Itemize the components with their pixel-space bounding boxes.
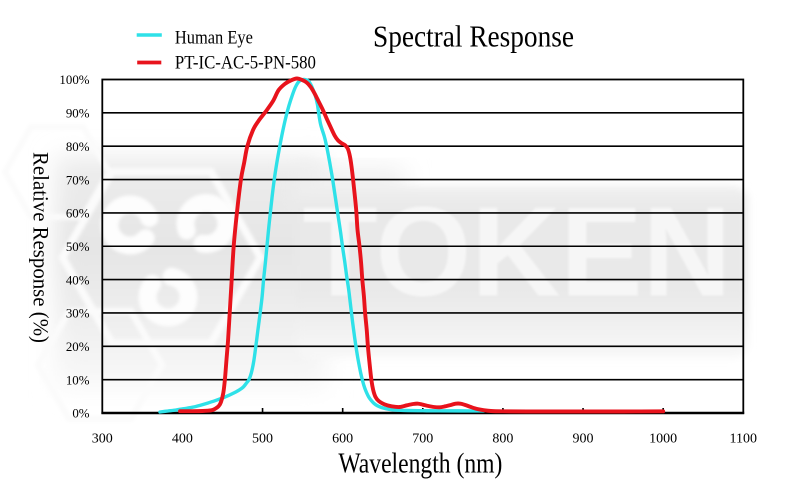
svg-text:1100: 1100 — [730, 432, 757, 447]
svg-text:Spectral Response: Spectral Response — [373, 19, 574, 54]
svg-text:300: 300 — [92, 432, 113, 447]
svg-text:100%: 100% — [59, 73, 89, 87]
svg-text:Relative Response (%): Relative Response (%) — [29, 152, 54, 343]
svg-text:10%: 10% — [66, 373, 90, 387]
svg-text:80%: 80% — [66, 140, 90, 154]
svg-text:TOKEN: TOKEN — [303, 181, 732, 323]
svg-text:20%: 20% — [66, 340, 90, 354]
svg-text:Wavelength (nm): Wavelength (nm) — [338, 449, 502, 480]
svg-text:1000: 1000 — [649, 432, 677, 447]
svg-text:90%: 90% — [66, 107, 90, 121]
svg-text:40%: 40% — [66, 273, 90, 287]
svg-text:500: 500 — [252, 432, 273, 447]
svg-text:800: 800 — [492, 432, 513, 447]
svg-text:70%: 70% — [66, 173, 90, 187]
svg-text:700: 700 — [412, 432, 433, 447]
svg-text:0%: 0% — [72, 407, 89, 421]
svg-text:400: 400 — [172, 432, 193, 447]
svg-text:Human Eye: Human Eye — [175, 28, 253, 49]
svg-text:900: 900 — [573, 432, 594, 447]
svg-text:600: 600 — [332, 432, 353, 447]
svg-text:PT-IC-AC-5-PN-580: PT-IC-AC-5-PN-580 — [175, 53, 316, 74]
svg-text:30%: 30% — [66, 307, 90, 321]
svg-text:60%: 60% — [66, 207, 90, 221]
svg-text:50%: 50% — [66, 240, 90, 254]
